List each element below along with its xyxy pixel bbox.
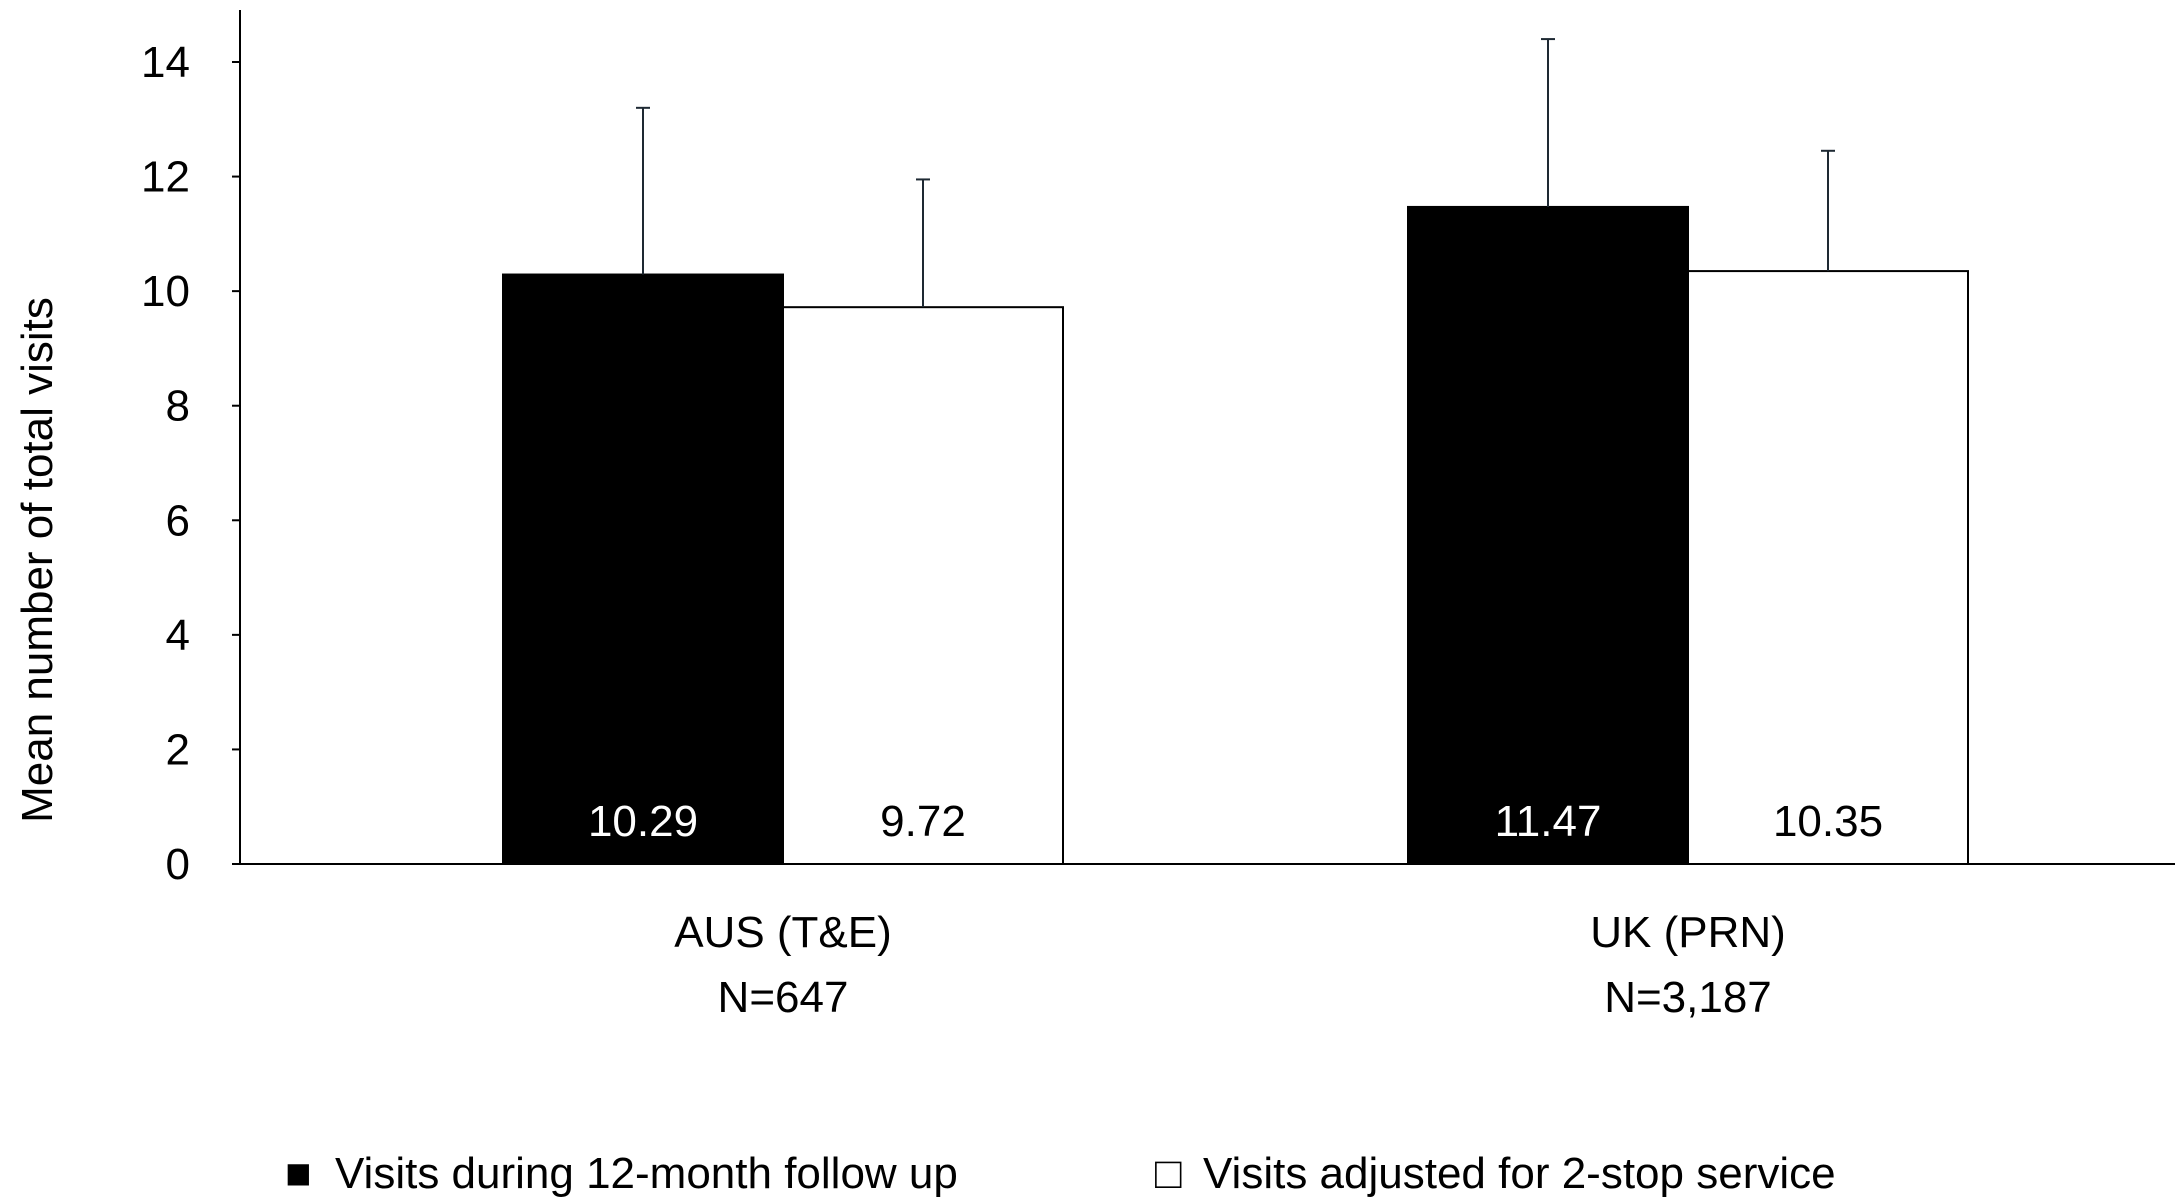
y-axis-title: Mean number of total visits (13, 297, 62, 823)
legend: ■ Visits during 12-month follow up □ Vis… (285, 1149, 1836, 1197)
legend-label-series-2: Visits adjusted for 2-stop service (1203, 1149, 1836, 1197)
plot-area: 0 2 4 6 8 10 12 14 10.29 9.72 AUS (T&E) N=647 11.47 1… (141, 10, 2175, 1022)
legend-marker-series-2: □ (1155, 1149, 1182, 1197)
data-label-1-1: 10.29 (588, 797, 698, 846)
legend-label-series-1: Visits during 12-month follow up (335, 1149, 958, 1197)
category-label: AUS (T&E) (674, 908, 892, 957)
data-label-2-1: 9.72 (880, 797, 966, 846)
data-label-1-2: 11.47 (1495, 797, 1602, 846)
category-sample-size: N=647 (718, 973, 849, 1022)
category-label: UK (PRN) (1590, 908, 1786, 957)
y-tick-label: 14 (141, 38, 190, 87)
bar-1-2 (1407, 205, 1689, 865)
y-tick-label: 6 (166, 496, 190, 545)
legend-marker-series-1: ■ (285, 1149, 312, 1197)
bar-1-1 (502, 273, 784, 865)
data-label-2-2: 10.35 (1773, 797, 1883, 846)
y-tick-label: 4 (166, 611, 190, 660)
y-tick-label: 8 (166, 382, 190, 431)
y-tick-label: 2 (166, 725, 190, 774)
y-tick-label: 0 (166, 840, 190, 889)
bar-2-1 (782, 306, 1064, 865)
y-tick-label: 12 (141, 153, 190, 202)
y-tick-label: 10 (141, 267, 190, 316)
category-sample-size: N=3,187 (1604, 973, 1772, 1022)
bar-2-2 (1687, 270, 1969, 866)
